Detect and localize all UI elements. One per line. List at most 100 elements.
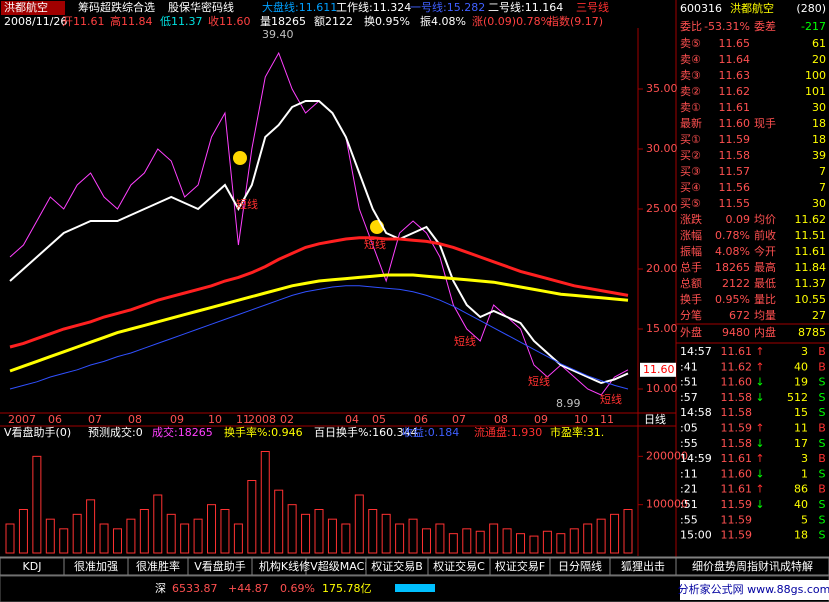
tick-side: S bbox=[819, 498, 826, 511]
volume-bar bbox=[502, 528, 512, 554]
field: 今开 bbox=[754, 244, 776, 258]
price-line bbox=[9, 273, 629, 373]
price-line bbox=[9, 285, 629, 390]
watermark-bg bbox=[680, 580, 829, 600]
book-volume: 30 bbox=[812, 101, 826, 114]
y-tick-label: 15.00 bbox=[646, 322, 678, 335]
tick-time: :51 bbox=[680, 498, 698, 511]
y-tick-label: 20.00 bbox=[646, 262, 678, 275]
volume-bar bbox=[395, 523, 405, 554]
info-item: 涨(0.09)0.78% bbox=[472, 15, 551, 28]
info-item: 2008/11/26 bbox=[4, 15, 67, 28]
tick-price: 11.60 bbox=[721, 467, 753, 480]
tick-volume: 3 bbox=[801, 452, 808, 465]
info-item: 指数(9.17) bbox=[548, 14, 603, 28]
tick-volume: 11 bbox=[794, 422, 808, 435]
book-volume: 18 bbox=[812, 133, 826, 146]
progress bbox=[395, 584, 435, 592]
field-value: 0.78% bbox=[715, 229, 750, 242]
volume-bar bbox=[247, 480, 257, 554]
tick-price: 11.61 bbox=[721, 452, 753, 465]
index-pct: 0.69% bbox=[280, 582, 315, 595]
tick-price: 11.59 bbox=[721, 529, 753, 542]
volume-bar bbox=[475, 530, 485, 554]
price-line bbox=[9, 236, 629, 349]
field: 量比 bbox=[754, 293, 776, 306]
tick-price: 11.58 bbox=[721, 391, 753, 404]
x-tick-label: 11 bbox=[236, 413, 250, 426]
menu-item: 筹码超跌综合选 bbox=[78, 0, 155, 14]
field-value: 18 bbox=[812, 117, 826, 130]
tick-time: :55 bbox=[680, 513, 698, 526]
low-annotation: 8.99 bbox=[556, 397, 581, 410]
book-volume: 100 bbox=[805, 69, 826, 82]
volume-bar bbox=[72, 513, 82, 554]
field-value: 0.09 bbox=[726, 213, 751, 226]
tab-label: 日分隔线 bbox=[558, 559, 602, 573]
index-value: 6533.87 bbox=[172, 582, 218, 595]
book-volume: 20 bbox=[812, 53, 826, 66]
tick-price: 11.58 bbox=[721, 406, 753, 419]
signal: 短线 bbox=[364, 237, 386, 251]
volume-bar bbox=[596, 518, 606, 554]
volume-bar bbox=[274, 489, 284, 554]
tick-time: :11 bbox=[680, 467, 698, 480]
y-tick-label: 200000 bbox=[646, 449, 688, 462]
tick-volume: 1 bbox=[801, 467, 808, 480]
field: 现手 bbox=[754, 116, 776, 130]
tab-label: 细价盘势周指财讯成特解 bbox=[692, 559, 813, 573]
field-value: 18265 bbox=[715, 261, 750, 274]
tick-side: B bbox=[818, 483, 826, 496]
x-tick-label: 06 bbox=[414, 413, 428, 426]
field: 总手 bbox=[680, 260, 702, 274]
info-item: 量18265 bbox=[260, 15, 306, 28]
last-price-box bbox=[640, 362, 676, 377]
stock-name: 洪都航空 bbox=[4, 0, 48, 14]
tick-time: :57 bbox=[680, 391, 698, 404]
volume-bar bbox=[99, 523, 109, 554]
field: 最高 bbox=[754, 260, 776, 274]
tab-label: 狐狸出击 bbox=[621, 559, 665, 573]
field: 委差 bbox=[754, 19, 776, 33]
field: 最新 bbox=[680, 116, 702, 130]
tick-volume: 3 bbox=[801, 345, 808, 358]
y-tick-label: 100000 bbox=[646, 498, 688, 511]
volume-bar bbox=[220, 509, 230, 554]
book-price: 11.65 bbox=[719, 37, 751, 50]
volume-bar bbox=[435, 523, 445, 554]
field: 前收 bbox=[754, 228, 776, 242]
volume-bar bbox=[516, 533, 526, 554]
tick-volume: 86 bbox=[794, 483, 808, 496]
tick-time: :41 bbox=[680, 360, 698, 373]
volume-bar bbox=[32, 455, 42, 554]
tick-time: 14:58 bbox=[680, 406, 712, 419]
tick-arrow: ↑ bbox=[755, 360, 764, 373]
tab-label: 机构K线 bbox=[259, 559, 299, 573]
volume-bar bbox=[610, 513, 620, 554]
tick-arrow: ↑ bbox=[755, 422, 764, 435]
volume-header: 成交:18265 bbox=[152, 425, 213, 439]
tick-time: :51 bbox=[680, 376, 698, 389]
x-tick-label: 09 bbox=[534, 413, 548, 426]
tab[interactable] bbox=[675, 557, 829, 576]
tick-volume: 15 bbox=[794, 406, 808, 419]
info-item: 振4.08% bbox=[420, 14, 466, 28]
volume-bar bbox=[166, 513, 176, 554]
tick-arrow: ↓ bbox=[755, 467, 764, 480]
tick-time: :21 bbox=[680, 483, 698, 496]
info-item: 换0.95% bbox=[364, 14, 410, 28]
tick-price: 11.59 bbox=[721, 498, 753, 511]
tick-side: S bbox=[819, 391, 826, 404]
volume-bar bbox=[301, 513, 311, 554]
volume-bar bbox=[529, 535, 539, 554]
volume-bar bbox=[327, 518, 337, 554]
field-value: 27 bbox=[812, 309, 826, 322]
signal: 短线 bbox=[528, 374, 550, 388]
tick-arrow: ↓ bbox=[755, 437, 764, 450]
tick-side: S bbox=[819, 406, 826, 419]
index-amount: 175.78亿 bbox=[322, 582, 372, 595]
indicator: 工作线:11.324 bbox=[336, 0, 411, 14]
tab-label: 权证交易F bbox=[495, 559, 545, 573]
